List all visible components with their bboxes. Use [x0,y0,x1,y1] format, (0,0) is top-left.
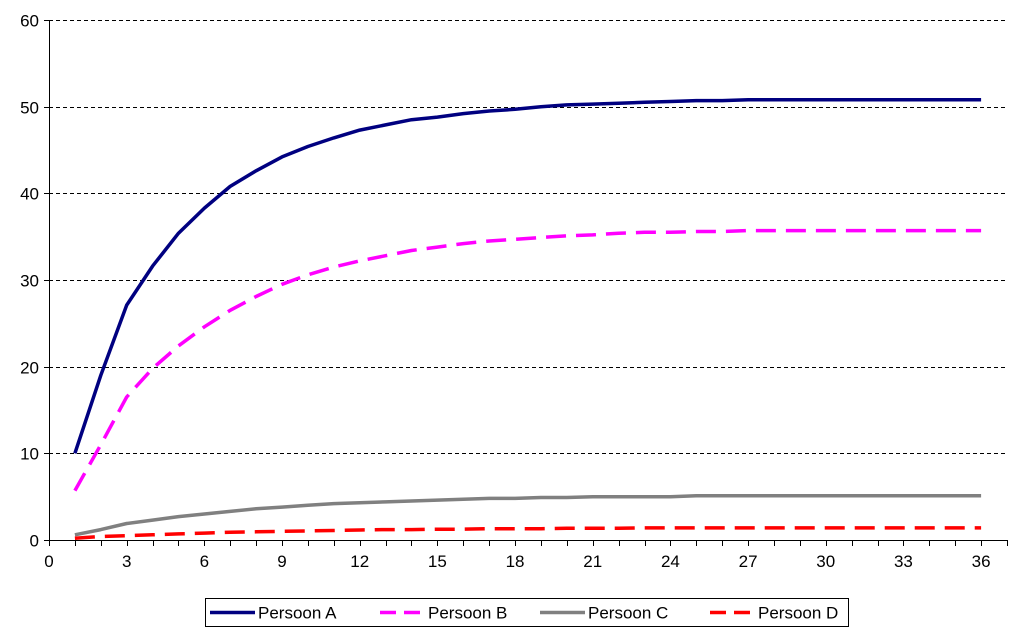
legend-label: Persoon D [758,604,838,623]
axes [44,20,1008,546]
x-tick-label: 3 [122,552,131,571]
y-tick-label: 10 [20,445,39,464]
y-tick-label: 30 [20,272,39,291]
y-tick-label: 40 [20,185,39,204]
series-line-persoon-d [74,526,982,541]
x-tick-label: 36 [972,552,991,571]
y-tick-label: 50 [20,99,39,118]
legend-label: Persoon C [588,604,668,623]
series-line-persoon-a [73,97,982,454]
series-lines [73,97,982,541]
legend-label: Persoon B [428,604,507,623]
x-tick-label: 24 [661,552,680,571]
y-tick-label: 0 [30,532,39,551]
x-tick-label: 15 [428,552,447,571]
series-line-persoon-b [73,228,982,492]
legend: Persoon A Persoon B Persoon C Persoon D [205,598,849,627]
x-tick-label: 0 [44,552,53,571]
x-tick-label: 21 [583,552,602,571]
legend-label: Persoon A [258,604,337,623]
y-tick-label: 20 [20,359,39,378]
x-tick-label: 6 [200,552,209,571]
x-tick-label: 9 [277,552,286,571]
x-tick-label: 30 [816,552,835,571]
y-tick-label: 60 [20,12,39,31]
series-line-persoon-c [74,494,982,537]
x-tick-label: 27 [739,552,758,571]
x-tick-label: 12 [350,552,369,571]
x-tick-label: 18 [506,552,525,571]
x-tick-label: 33 [894,552,913,571]
grid-lines [49,20,1007,454]
